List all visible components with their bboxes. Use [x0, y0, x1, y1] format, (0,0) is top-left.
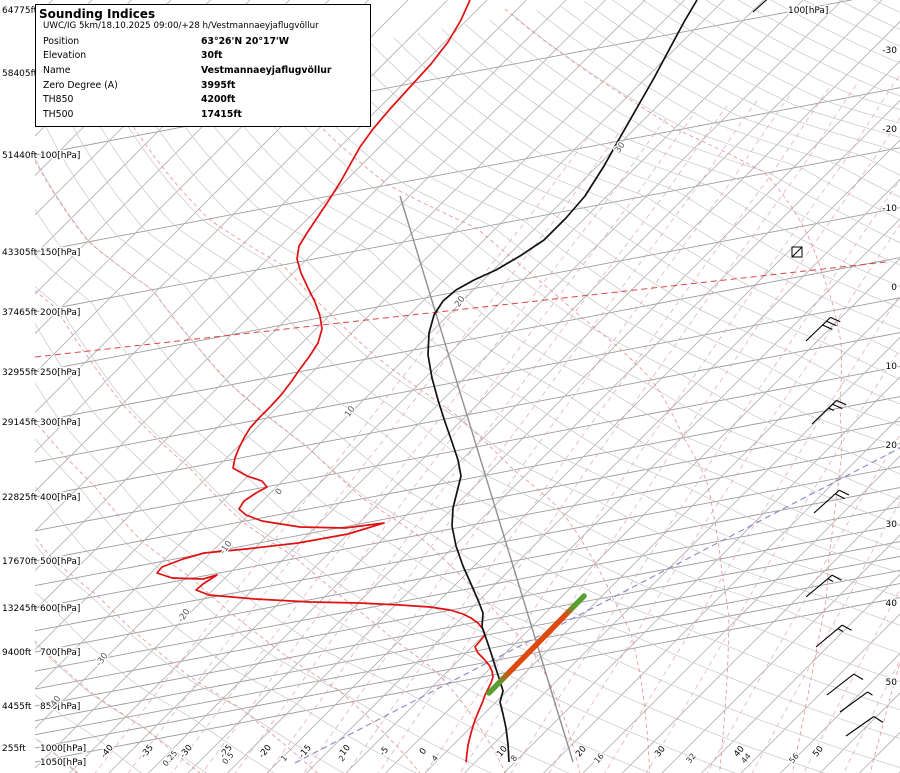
info-value: Vestmannaeyjaflugvöllur — [201, 64, 332, 76]
altitude-label: 22825ft — [2, 493, 38, 503]
mixing-ratio-label: 8 — [509, 754, 519, 764]
red-dashed-reference-line — [35, 261, 887, 358]
info-value: 17415ft — [201, 108, 242, 120]
altitude-label: 32955ft — [2, 368, 38, 378]
mixing-ratio-lines — [94, 73, 900, 773]
wind-barb — [752, 0, 779, 13]
temp-label-bottom: -40 — [99, 743, 116, 760]
blue-dashed-mixing-line — [294, 447, 900, 764]
pressure-label: 700[hPa] — [40, 648, 80, 658]
mixing-ratio-label: 56 — [787, 752, 800, 766]
altitude-label: 37465ft — [2, 308, 38, 318]
altitude-label: 43305ft — [2, 248, 38, 258]
mixing-ratio-label: 16 — [592, 752, 605, 766]
temp-label-bottom: 50 — [811, 744, 826, 759]
info-row-position: Position 63°26'N 20°17'W — [36, 34, 370, 49]
altitude-label: 29145ft — [2, 418, 38, 428]
pressure-label: 150[hPa] — [40, 248, 80, 258]
pressure-label-top-right: 100[hPa] — [788, 6, 828, 16]
temperature-trace — [427, 0, 698, 763]
temp-label-right: 10 — [886, 362, 898, 372]
info-title: Sounding Indices — [39, 7, 156, 21]
adiabat-label: 20 — [453, 295, 467, 310]
temp-label-right: -20 — [882, 125, 897, 135]
temp-label-right: 30 — [886, 520, 898, 530]
pressure-label: 400[hPa] — [40, 493, 80, 503]
info-row-elevation: Elevation 30ft — [36, 49, 370, 64]
altitude-label: 58405ft — [2, 69, 38, 79]
wind-barb — [839, 691, 873, 713]
adiabat-label: -30 — [94, 651, 110, 668]
info-label: TH500 — [43, 108, 74, 120]
pressure-label: 200[hPa] — [40, 308, 80, 318]
altitude-label: 255ft — [2, 744, 26, 754]
pressure-label: 1000[hPa] — [40, 744, 86, 754]
wind-barb — [815, 624, 852, 648]
temp-label-bottom: -35 — [139, 743, 156, 760]
mixing-ratio-label: 4 — [430, 754, 440, 764]
temp-label-right: -30 — [882, 46, 897, 56]
parcel-path-line — [399, 195, 574, 763]
altitude-label: 13245ft — [2, 604, 38, 614]
info-row-name: Name Vestmannaeyjaflugvöllur — [36, 63, 370, 78]
pressure-label: 250[hPa] — [40, 368, 80, 378]
wind-barb — [811, 399, 847, 425]
info-label: Zero Degree (A) — [43, 79, 118, 91]
wind-barb — [826, 673, 864, 696]
temp-label-right: -10 — [882, 204, 897, 214]
pressure-label: 100[hPa] — [40, 151, 80, 161]
adiabat-label: 30 — [613, 141, 627, 156]
info-value: 63°26'N 20°17'W — [201, 35, 290, 47]
temp-label-bottom: -20 — [257, 743, 274, 760]
info-label: Name — [43, 64, 71, 76]
temp-label-right: 50 — [886, 678, 898, 688]
adiabat-label: 0 — [274, 487, 285, 497]
temp-label-bottom: -5 — [378, 745, 391, 758]
pressure-label: 500[hPa] — [40, 557, 80, 567]
isobar-lines — [35, 0, 900, 763]
sounding-indices-box: Sounding Indices UWC/IG 5km/18.10.2025 0… — [35, 4, 371, 127]
wind-barb — [805, 316, 841, 342]
dewpoint-trace — [156, 0, 494, 763]
altitude-label: 17670ft — [2, 557, 38, 567]
wind-barb — [805, 574, 842, 598]
wind-barbs — [752, 0, 884, 737]
cape-band — [486, 593, 587, 696]
temp-label-right: 40 — [886, 599, 898, 609]
pressure-label: 850[hPa] — [40, 702, 80, 712]
altitude-label: 4455ft — [2, 702, 32, 712]
temp-label-bottom: 0 — [418, 746, 429, 757]
pressure-label: 1050[hPa] — [40, 758, 86, 768]
mixing-ratio-label: 1 — [279, 754, 289, 764]
temp-label-right: 20 — [886, 441, 898, 451]
wind-barb — [813, 489, 850, 514]
info-row-th500: TH500 17415ft — [36, 107, 370, 122]
info-label: TH850 — [43, 94, 74, 106]
info-value: 3995ft — [201, 79, 236, 91]
altitude-label: 9400ft — [2, 648, 32, 658]
info-row-zero-degree: Zero Degree (A) 3995ft — [36, 78, 370, 93]
wind-barb — [845, 716, 884, 737]
pressure-label: 600[hPa] — [40, 604, 80, 614]
adiabat-label: -10 — [218, 539, 234, 556]
info-label: Position — [43, 35, 80, 47]
pressure-label: 300[hPa] — [40, 418, 80, 428]
altitude-label: 51440ft — [2, 151, 38, 161]
mixing-ratio-label: 32 — [684, 752, 697, 766]
adiabat-label: -20 — [176, 607, 192, 624]
wind-marker-box — [791, 246, 803, 258]
info-subtitle: UWC/IG 5km/18.10.2025 09:00/+28 h/Vestma… — [43, 21, 319, 31]
info-row-th850: TH850 4200ft — [36, 92, 370, 107]
info-label: Elevation — [43, 50, 87, 62]
info-value: 4200ft — [201, 94, 236, 106]
info-value: 30ft — [201, 50, 223, 62]
altitude-label: 64775ft — [2, 6, 38, 16]
temp-label-right: 0 — [891, 283, 897, 293]
